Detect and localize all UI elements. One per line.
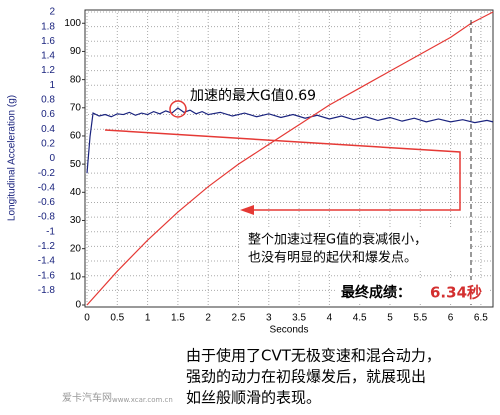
peak-annotation: 加速的最大G值0.69: [190, 88, 316, 104]
x-tick-label: 6: [448, 313, 454, 324]
y2-tick-label: 20: [70, 243, 82, 254]
y2-tick-label: 40: [70, 187, 82, 198]
x-tick-label: 2: [205, 313, 211, 324]
y-tick-label: 1.4: [41, 51, 55, 62]
y2-tick-label: 90: [70, 46, 82, 57]
y2-tick-label: 10: [70, 271, 82, 282]
x-tick-label: 3: [266, 313, 272, 324]
x-tick-label: 2.5: [232, 313, 246, 324]
y-tick-label: 0: [49, 153, 55, 164]
x-tick-label: 4: [327, 313, 333, 324]
y-tick-label: 0.4: [41, 124, 55, 135]
series-line: [86, 107, 494, 174]
x-tick-label: 4.5: [353, 313, 367, 324]
y-tick-label: -1.8: [38, 285, 56, 296]
y-tick-label: 1.6: [41, 36, 55, 47]
watermark: www.xcar.com.cn: [112, 396, 173, 404]
x-tick-label: 6.5: [474, 313, 488, 324]
y-tick-label: 1.2: [41, 65, 55, 76]
y-axis-label: Longitudinal Acceleration (g): [7, 95, 18, 221]
y-tick-label: 0.2: [41, 138, 55, 149]
y-tick-label: -0.4: [38, 182, 56, 193]
x-tick-label: 0.5: [110, 313, 124, 324]
y-tick-label: 2: [49, 7, 55, 18]
x-tick-label: 1: [145, 313, 151, 324]
y-tick-label: -1.2: [38, 241, 56, 252]
y2-tick-label: 50: [70, 159, 82, 170]
result-value: 6.34秒: [430, 284, 482, 302]
x-tick-label: 1.5: [171, 313, 185, 324]
caption: 由于使用了CVT无极变速和混合动力，: [186, 347, 441, 365]
y-tick-label: 0.6: [41, 109, 55, 120]
decay-annotation: 整个加速过程G值的衰减很小，: [248, 232, 427, 248]
watermark: 爱卡汽车网: [62, 391, 112, 404]
y-tick-label: -1: [46, 226, 55, 237]
y-tick-label: -1.4: [38, 256, 56, 267]
y2-tick-label: 30: [70, 215, 82, 226]
y-tick-label: 1.8: [41, 21, 55, 32]
y-tick-label: -0.8: [38, 212, 56, 223]
caption: 强劲的动力在初段爆发后，就展现出: [186, 368, 426, 386]
y-tick-label: -0.2: [38, 168, 56, 179]
y2-tick-label: 80: [70, 74, 82, 85]
decay-annotation: 也没有明显的起伏和爆发点。: [248, 250, 417, 266]
result-label: 最终成绩：: [341, 284, 411, 301]
x-tick-label: 3.5: [292, 313, 306, 324]
x-axis-label: Seconds: [270, 325, 309, 336]
arrow-head: [240, 205, 254, 215]
y-tick-label: -0.6: [38, 197, 56, 208]
annotation-arrow: [104, 129, 461, 211]
x-tick-label: 0: [84, 313, 90, 324]
y-tick-label: 1: [49, 80, 55, 91]
x-tick-label: 5.5: [413, 313, 427, 324]
caption: 如丝般顺滑的表现。: [186, 389, 321, 407]
y2-tick-label: 70: [70, 102, 82, 113]
peak-circle: [169, 100, 187, 118]
y2-tick-label: 100: [64, 18, 81, 29]
y2-tick-label: 60: [70, 131, 82, 142]
series-line: [86, 11, 494, 306]
annotation-bg: [240, 228, 470, 270]
x-tick-label: 5: [387, 313, 393, 324]
y-tick-label: -1.6: [38, 270, 56, 281]
result-bg: [336, 280, 488, 304]
y-tick-label: 0.8: [41, 95, 55, 106]
y2-tick-label: 0: [75, 300, 81, 311]
